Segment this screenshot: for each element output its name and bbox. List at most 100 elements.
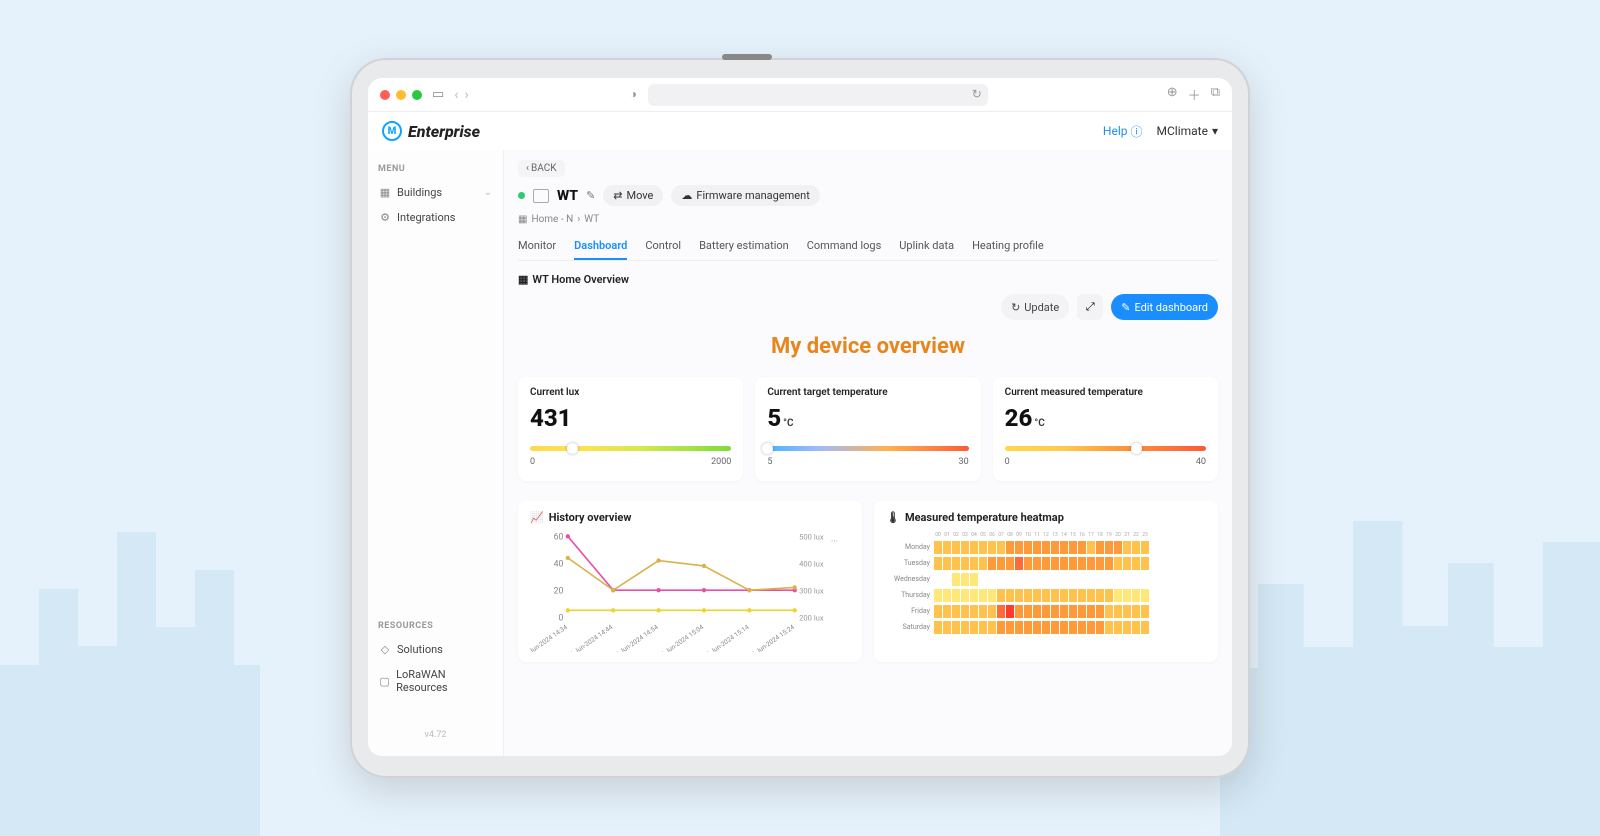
heatmap-cell bbox=[952, 621, 960, 634]
gauge-max: 40 bbox=[1196, 457, 1206, 467]
sidebar-item-solutions[interactable]: ◇Solutions bbox=[374, 637, 497, 662]
sidebar: MENU ▦Buildings⌄⚙Integrations RESOURCES … bbox=[368, 150, 504, 756]
chart-icon: 📈 bbox=[530, 511, 544, 524]
heatmap-cell bbox=[1123, 557, 1131, 570]
sidebar-item-icon: ◇ bbox=[379, 643, 391, 656]
edit-name-icon[interactable]: ✎ bbox=[586, 189, 595, 202]
heatmap-cell bbox=[1078, 589, 1086, 602]
metric-value: 431 bbox=[530, 404, 731, 432]
tabs: Monitor Dashboard Control Battery estimatio… bbox=[518, 233, 1218, 261]
heatmap-cell bbox=[1123, 541, 1131, 554]
heatmap-cell bbox=[1141, 541, 1149, 554]
heatmap-cell bbox=[988, 589, 996, 602]
heatmap-cell bbox=[1060, 605, 1068, 618]
brand[interactable]: M Enterprise bbox=[382, 121, 480, 141]
reload-icon[interactable]: ↻ bbox=[972, 87, 982, 101]
heatmap-cell bbox=[1042, 573, 1050, 586]
fullscreen-button[interactable]: ⤢ bbox=[1077, 294, 1103, 320]
sidebar-item-integrations[interactable]: ⚙ Integrations bbox=[374, 205, 497, 230]
update-button[interactable]: ↻ Update bbox=[1001, 294, 1069, 320]
tab-monitor[interactable]: Monitor bbox=[518, 233, 556, 260]
tab-battery-estimation[interactable]: Battery estimation bbox=[699, 233, 789, 260]
heatmap-cell bbox=[970, 541, 978, 554]
svg-text:05-Jun-2024 14:54: 05-Jun-2024 14:54 bbox=[611, 623, 660, 652]
heatmap-cell bbox=[1078, 573, 1086, 586]
heatmap-cell bbox=[961, 573, 969, 586]
svg-text:05-Jun-2024 15:24: 05-Jun-2024 15:24 bbox=[747, 623, 796, 652]
heatmap-cell bbox=[961, 605, 969, 618]
gauge-thumb[interactable] bbox=[567, 443, 578, 454]
cloud-icon: ☁ bbox=[681, 189, 692, 202]
heatmap-cell bbox=[952, 557, 960, 570]
nav-back-icon[interactable]: ‹ bbox=[454, 87, 458, 103]
heatmap-cell bbox=[997, 605, 1005, 618]
sidebar-item-buildings[interactable]: ▦Buildings⌄ bbox=[374, 180, 497, 205]
heatmap-cell bbox=[943, 541, 951, 554]
nav-forward-icon[interactable]: › bbox=[465, 87, 469, 103]
heatmap-cell bbox=[1060, 621, 1068, 634]
gauge-min: 5 bbox=[767, 457, 772, 467]
heatmap-cell bbox=[1114, 605, 1122, 618]
svg-text:20: 20 bbox=[554, 586, 564, 596]
metric-label: Current target temperature bbox=[767, 387, 968, 398]
edit-dashboard-button[interactable]: ✎ Edit dashboard bbox=[1111, 294, 1218, 320]
new-tab-icon[interactable]: ＋ bbox=[1188, 85, 1201, 104]
tabs-icon[interactable]: ⧉ bbox=[1211, 85, 1220, 104]
heatmap-cell bbox=[1033, 573, 1041, 586]
breadcrumb-home[interactable]: Home - N bbox=[531, 214, 573, 225]
heatmap-cell bbox=[1078, 605, 1086, 618]
history-panel: 📈 History overview 6040200500 lux400 lux… bbox=[518, 501, 862, 662]
move-button[interactable]: ⇄ Move bbox=[603, 185, 663, 206]
heatmap-cell bbox=[1033, 557, 1041, 570]
app-version: v4.72 bbox=[374, 730, 497, 740]
heatmap-cell bbox=[943, 557, 951, 570]
brand-logo-icon: M bbox=[382, 121, 402, 141]
status-online-icon bbox=[518, 192, 525, 199]
heatmap-cell bbox=[952, 605, 960, 618]
app-header: M Enterprise Helpⓘ MClimate▾ bbox=[368, 112, 1232, 150]
tab-uplink-data[interactable]: Uplink data bbox=[899, 233, 954, 260]
back-button[interactable]: ‹ BACK bbox=[518, 160, 565, 177]
help-link[interactable]: Helpⓘ bbox=[1103, 123, 1143, 140]
heatmap-cell bbox=[1042, 541, 1050, 554]
tab-dashboard[interactable]: Dashboard bbox=[574, 233, 627, 260]
sidebar-item-label: LoRaWAN Resources bbox=[396, 668, 492, 694]
heatmap-cell bbox=[1042, 557, 1050, 570]
sidebar-item-label: Integrations bbox=[397, 211, 455, 224]
account-menu[interactable]: MClimate▾ bbox=[1157, 124, 1219, 138]
metric-gauge bbox=[767, 446, 968, 451]
sidebar-section-menu: MENU bbox=[378, 164, 493, 174]
heatmap-cell bbox=[1006, 557, 1014, 570]
breadcrumb-leaf: WT bbox=[584, 214, 599, 225]
download-icon[interactable]: ⊕ bbox=[1167, 85, 1178, 104]
heatmap-cell bbox=[970, 605, 978, 618]
heatmap-day-label: Tuesday bbox=[886, 559, 934, 567]
heatmap-cell bbox=[1060, 541, 1068, 554]
heatmap-cell bbox=[970, 557, 978, 570]
heatmap-cell bbox=[979, 541, 987, 554]
heatmap-cell bbox=[943, 573, 951, 586]
heatmap-cell bbox=[997, 589, 1005, 602]
heatmap-cell bbox=[970, 589, 978, 602]
heatmap-cell bbox=[1006, 589, 1014, 602]
heatmap-cell bbox=[1132, 541, 1140, 554]
dashboard-section-title: ▦ WT Home Overview bbox=[518, 273, 1218, 286]
sidebar-item-icon: ⚙ bbox=[379, 211, 391, 224]
device-icon bbox=[533, 189, 549, 203]
heatmap-cell bbox=[1033, 605, 1041, 618]
tab-heating-profile[interactable]: Heating profile bbox=[972, 233, 1044, 260]
tab-control[interactable]: Control bbox=[645, 233, 681, 260]
gauge-thumb[interactable] bbox=[762, 443, 773, 454]
heatmap-cell bbox=[1105, 621, 1113, 634]
chevron-left-icon: ‹ bbox=[526, 163, 529, 174]
heatmap-cell bbox=[1006, 621, 1014, 634]
firmware-button[interactable]: ☁ Firmware management bbox=[671, 185, 819, 206]
sidebar-item-icon: ▢ bbox=[379, 675, 390, 688]
url-bar[interactable]: ◑ ↻ bbox=[648, 84, 988, 106]
sidebar-item-lorawan-resources[interactable]: ▢ LoRaWAN Resources bbox=[374, 662, 497, 700]
gauge-thumb[interactable] bbox=[1131, 443, 1142, 454]
sidebar-toggle-icon[interactable]: ▭ bbox=[432, 87, 444, 102]
tab-command-logs[interactable]: Command logs bbox=[807, 233, 882, 260]
heatmap-cell bbox=[1096, 573, 1104, 586]
heatmap-panel: 🌡 Measured temperature heatmap 000102030… bbox=[874, 501, 1218, 662]
